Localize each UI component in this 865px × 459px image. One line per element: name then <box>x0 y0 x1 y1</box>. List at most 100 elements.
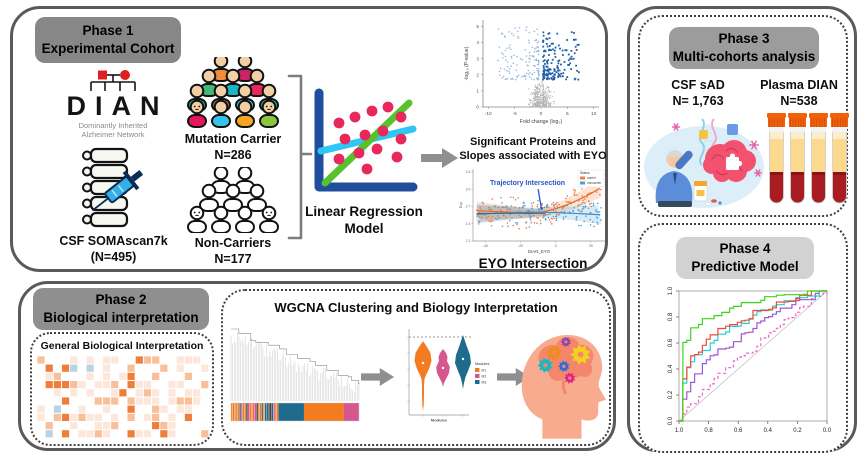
wgcna-box: WGCNA Clustering and Biology Interpretat… <box>221 289 611 446</box>
phase1-title-line1: Phase 1 <box>82 22 134 38</box>
phase4-title-box: Phase 4 Predictive Model <box>676 237 814 279</box>
svg-text:0: 0 <box>555 244 557 248</box>
dian-subtitle-line1: Dominantly Inherited <box>78 121 148 130</box>
wgcna-title: WGCNA Clustering and Biology Interpretat… <box>274 300 558 315</box>
significant-proteins-line2: Slopes associated with EYO <box>459 150 607 162</box>
phase4-title-line1: Phase 4 <box>719 240 771 256</box>
phase3-title-line1: Phase 3 <box>718 30 770 46</box>
linear-regression-label1: Linear Regression <box>305 204 423 219</box>
arrow-right-icon <box>497 368 531 386</box>
svg-text:0.2: 0.2 <box>668 390 674 399</box>
svg-text:5: 5 <box>476 24 479 30</box>
dian-pedigree-icon <box>90 70 136 91</box>
svg-text:Status: Status <box>580 171 590 175</box>
plasma-dian-label: Plasma DIAN <box>760 78 838 92</box>
phase2-title-line1: Phase 2 <box>95 291 147 307</box>
eyo-intersection-caption: EYO Intersection <box>478 256 588 271</box>
alzheimer-patient-illustration <box>644 118 764 208</box>
svg-text:5: 5 <box>566 111 569 117</box>
roc-curves-plot: 1.0 0.8 0.6 0.4 0.2 0.0 0.0 0.2 0.4 0.6 0.8 1.0 <box>668 286 832 434</box>
svg-text:Exp: Exp <box>459 202 463 208</box>
svg-text:1.0: 1.0 <box>675 428 684 434</box>
phase1-title-line2: Experimental Cohort <box>41 41 175 56</box>
brain-gears-head-icon <box>521 334 607 439</box>
trajectory-plot: 3.3 3.0 2.7 2.4 2.1 -40 -20 0 20 DIAN_EYO Exp Traje… <box>459 169 605 254</box>
svg-text:-20: -20 <box>518 244 523 248</box>
significant-proteins-line1: Significant Proteins and <box>470 136 596 148</box>
svg-text:-log₁₀ (P-value): -log₁₀ (P-value) <box>464 46 470 80</box>
phase2-panel: Phase 2 Biological interpretation Genera… <box>18 281 616 451</box>
phase2-title-box: Phase 2 Biological interpretation <box>33 288 209 330</box>
svg-text:2.4: 2.4 <box>466 222 471 226</box>
arrow-right-icon <box>421 148 458 168</box>
svg-text:10: 10 <box>591 111 597 117</box>
svg-text:-10: -10 <box>485 111 492 117</box>
svg-text:0: 0 <box>540 111 543 117</box>
svg-text:-5: -5 <box>513 111 518 117</box>
svg-text:3.3: 3.3 <box>466 170 471 174</box>
svg-text:M2: M2 <box>482 374 487 378</box>
svg-text:2.1: 2.1 <box>466 239 471 243</box>
module-violin-plot: Modules Modules M1 M2 M3 <box>407 329 489 423</box>
phase3-box: Phase 3 Multi-cohorts analysis CSF sAD N… <box>638 15 849 217</box>
svg-text:noncarrier: noncarrier <box>587 181 602 185</box>
phase3-title-line2: Multi-cohorts analysis <box>672 49 816 64</box>
svg-text:3: 3 <box>476 56 479 62</box>
svg-text:0.0: 0.0 <box>668 416 674 425</box>
phase1-panel: Phase 1 Experimental Cohort DIAN Dominan… <box>10 6 608 272</box>
phase3-title-box: Phase 3 Multi-cohorts analysis <box>669 27 819 69</box>
phase2-title-line2: Biological interpretation <box>43 310 199 325</box>
csf-somascan-label: CSF SOMAscan7k <box>59 234 168 248</box>
linear-regression-icon <box>314 88 418 192</box>
mutation-carrier-n: N=286 <box>214 148 252 162</box>
non-carriers-label: Non-Carriers <box>194 236 272 250</box>
svg-text:-40: -40 <box>483 244 488 248</box>
general-interpretation-title: General Biological Interpretation <box>40 340 204 352</box>
non-carriers-n: N=177 <box>214 252 252 266</box>
svg-text:1.0: 1.0 <box>668 286 674 295</box>
svg-text:M3: M3 <box>482 380 487 384</box>
non-carriers-crowd-icon <box>187 167 279 233</box>
svg-text:0.4: 0.4 <box>668 364 674 373</box>
csf-sad-n: N= 1,763 <box>672 94 724 108</box>
phase4-box: Phase 4 Predictive Model 1.0 0.8 0.6 0.4 0.2… <box>638 223 848 453</box>
arrow-right-icon <box>361 368 395 386</box>
svg-text:0.8: 0.8 <box>704 428 713 434</box>
svg-text:1: 1 <box>476 88 479 94</box>
svg-text:2: 2 <box>476 72 479 78</box>
svg-text:20: 20 <box>589 244 593 248</box>
wgcna-dendrogram <box>230 328 360 422</box>
svg-text:0: 0 <box>476 105 479 111</box>
mutation-carrier-crowd-icon <box>187 57 279 128</box>
svg-text:3.0: 3.0 <box>466 187 471 191</box>
svg-text:2.7: 2.7 <box>466 205 471 209</box>
phase4-title-line2: Predictive Model <box>691 259 799 274</box>
cohort-bracket <box>287 74 313 240</box>
svg-text:4: 4 <box>476 40 479 46</box>
svg-text:0.6: 0.6 <box>668 338 674 347</box>
svg-text:0.8: 0.8 <box>668 312 674 321</box>
svg-text:Fold change (log₂): Fold change (log₂) <box>520 119 563 125</box>
csf-sad-label: CSF sAD <box>671 78 725 92</box>
plasma-dian-n: N=538 <box>780 94 818 108</box>
svg-text:0.0: 0.0 <box>823 428 832 434</box>
mutation-carrier-label: Mutation Carrier <box>184 132 282 146</box>
dian-logo-text: DIAN <box>66 91 169 121</box>
dian-subtitle-line2: Alzheimer Network <box>81 130 145 140</box>
svg-text:0.4: 0.4 <box>764 428 773 434</box>
svg-text:M1: M1 <box>482 368 487 372</box>
svg-text:0.6: 0.6 <box>734 428 743 434</box>
svg-text:Trajectory Intersection: Trajectory Intersection <box>490 180 565 187</box>
svg-text:Modules: Modules <box>431 418 448 423</box>
biology-heatmap <box>37 356 209 438</box>
svg-text:0.2: 0.2 <box>793 428 802 434</box>
svg-text:Modules: Modules <box>475 362 489 366</box>
general-interpretation-box: General Biological Interpretation <box>30 332 214 446</box>
linear-regression-label2: Model <box>344 221 384 236</box>
blood-tubes-icon <box>767 113 849 204</box>
csf-somascan-n: (N=495) <box>90 250 137 264</box>
phase1-title-box: Phase 1 Experimental Cohort <box>35 17 181 63</box>
spine-syringe-icon <box>82 147 144 228</box>
